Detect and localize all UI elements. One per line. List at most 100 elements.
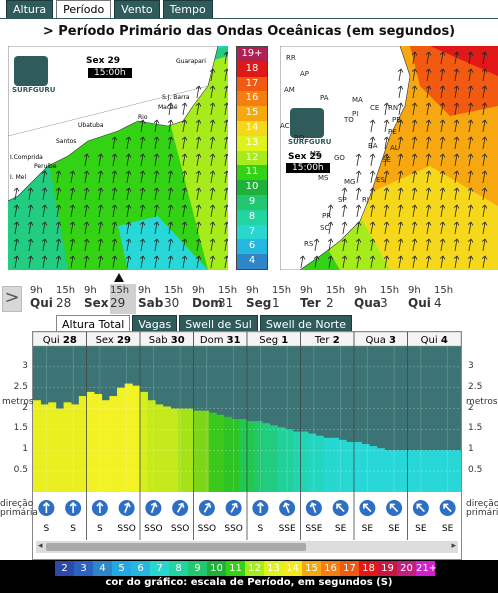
top-tab[interactable]: Altura (6, 0, 54, 18)
map-arrow-shaft (426, 103, 430, 115)
day-slot[interactable]: 9h Sab (138, 284, 164, 314)
map-arrow-shaft (482, 239, 486, 251)
map-arrow-shaft (98, 239, 102, 251)
chart-bar (155, 404, 164, 492)
day-slot[interactable]: 15h 4 (434, 284, 460, 314)
chart-tab[interactable]: Swell de Norte (259, 315, 352, 333)
map-arrow (111, 170, 118, 183)
scroll-thumb[interactable] (46, 543, 306, 551)
chart-bar (285, 429, 294, 492)
map-arrow (41, 238, 48, 251)
slot-day: Sab (138, 296, 164, 310)
map-arrow-shaft (84, 222, 88, 234)
map-arrow-head (397, 119, 404, 124)
map-arrow (425, 153, 432, 166)
chart-scrollbar[interactable]: ◂ ▸ (36, 541, 458, 553)
scroll-right-icon[interactable]: ▸ (451, 541, 456, 551)
state-label: MA (352, 96, 363, 104)
map-arrow-head (223, 255, 228, 260)
map-arrow-shaft (182, 137, 186, 149)
map-arrow-shaft (440, 69, 444, 81)
map-arrow-head (467, 85, 474, 90)
legend-swatch: 5 (112, 561, 131, 576)
map-arrow-head (111, 221, 118, 226)
map-arrow-shaft (14, 188, 18, 200)
map-arrow (341, 187, 348, 200)
day-slot[interactable]: 15h 31 (218, 284, 244, 314)
map-arrow-shaft (154, 239, 158, 251)
map-arrow-shaft (468, 103, 472, 115)
map-arrow-shaft (154, 188, 158, 200)
map-arrow (97, 153, 104, 166)
map-arrow-head (111, 255, 118, 260)
map-arrow (369, 221, 376, 234)
chart-bar (109, 396, 118, 492)
day-slot[interactable]: 15h 2 (326, 284, 352, 314)
map-arrow (467, 187, 474, 200)
scroll-left-icon[interactable]: ◂ (38, 541, 43, 551)
top-tab[interactable]: Tempo (162, 0, 213, 18)
map-arrow-shaft (398, 154, 402, 166)
map-arrow (411, 68, 418, 81)
map-arrow-shaft (370, 205, 374, 217)
day-name: Dom (200, 335, 227, 346)
state-label: SC (320, 224, 330, 232)
map-arrow-shaft (182, 222, 186, 234)
map-arrow-shaft (84, 256, 88, 268)
chart-bar (300, 431, 309, 492)
map-arrow-head (467, 170, 474, 175)
map-arrow-head (139, 238, 146, 243)
map-arrow-shaft (398, 120, 402, 132)
map-regional[interactable]: SURFGURU Sex 29 15:00h Guarapari S.J. Ba… (8, 46, 228, 270)
map-arrow (223, 255, 228, 268)
map-arrow (69, 170, 76, 183)
map-arrow-head (125, 187, 132, 192)
map-arrow-head (97, 170, 104, 175)
map-arrow (467, 51, 474, 64)
map-arrow (397, 85, 404, 98)
map-arrow (181, 255, 188, 268)
day-name: Sex (96, 335, 117, 346)
top-tab[interactable]: Vento (114, 0, 160, 18)
map-arrow (83, 153, 90, 166)
top-tab[interactable]: Período (56, 0, 112, 18)
day-slot[interactable]: 9h Qui (408, 284, 434, 314)
map-arrow-shaft (84, 239, 88, 251)
direction-label: SSO (198, 524, 217, 534)
chart-frame (32, 331, 462, 560)
direction-label: S (258, 524, 264, 534)
map-arrow (209, 170, 216, 183)
direction-arrow-shaft (176, 503, 184, 513)
chart-tab[interactable]: Vagas (132, 315, 178, 333)
map-arrow (223, 238, 228, 251)
map-arrow (355, 170, 362, 183)
map-arrow-head (209, 221, 216, 226)
map-arrow-shaft (126, 222, 130, 234)
day-slot[interactable]: 9h Sex (84, 284, 110, 314)
map-arrow-shaft (356, 154, 360, 166)
prev-arrow-button[interactable]: > (2, 286, 22, 312)
map-arrow (41, 170, 48, 183)
day-slot[interactable]: 9h Dom (192, 284, 223, 314)
map-arrow-head (425, 68, 432, 73)
chart-bar (117, 387, 126, 492)
day-slot[interactable]: 15h 3 (380, 284, 406, 314)
legend-swatch: 9 (188, 561, 207, 576)
day-slot[interactable]: 9h Qua (354, 284, 381, 314)
map-arrow (369, 204, 376, 217)
y-tick: 0.5 (468, 465, 483, 476)
scale-swatch: 6 (237, 239, 267, 255)
day-slot[interactable]: 15h 1 (272, 284, 298, 314)
day-slot[interactable]: 15h 29 (110, 284, 136, 314)
chart-tab[interactable]: Swell de Sul (179, 315, 258, 333)
chart-tab[interactable]: Altura Total (56, 315, 131, 333)
day-slot[interactable]: 15h 28 (56, 284, 82, 314)
map-arrow-shaft (328, 222, 332, 234)
map-arrow-shaft (412, 154, 416, 166)
map-brazil[interactable]: SURFGURU Sex 29 15:00h AP PA MA CE RN PB PE AL S… (280, 46, 498, 270)
day-slot[interactable]: 9h Ter (300, 284, 326, 314)
day-slot[interactable]: 9h Seg (246, 284, 272, 314)
day-slot[interactable]: 15h 30 (164, 284, 190, 314)
day-slot[interactable]: 9h Qui (30, 284, 56, 314)
slot-time: 15h (218, 285, 238, 296)
